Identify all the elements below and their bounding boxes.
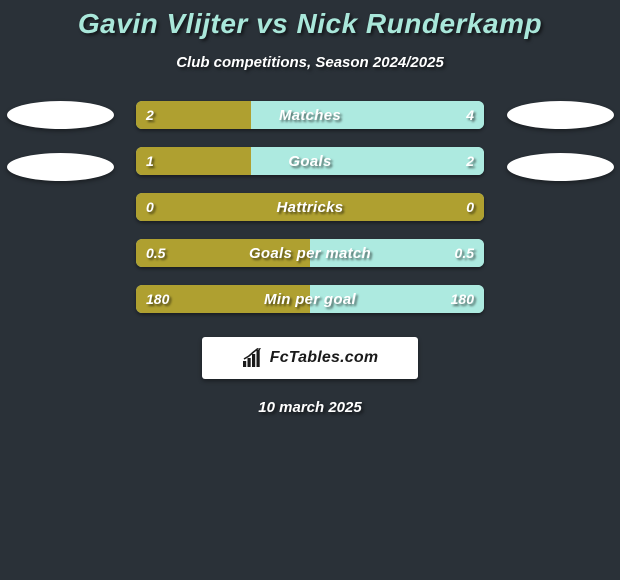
stat-row: 12Goals [136, 147, 484, 175]
avatar [7, 153, 114, 181]
stat-label: Min per goal [136, 285, 484, 313]
stat-bars: 24Matches 12Goals 00Hattricks 0.50.5Goals p… [136, 101, 484, 313]
avatar [507, 101, 614, 129]
page-title: Gavin Vlijter vs Nick Runderkamp [0, 0, 620, 40]
stat-row: 24Matches [136, 101, 484, 129]
stat-row: 00Hattricks [136, 193, 484, 221]
stat-row: 0.50.5Goals per match [136, 239, 484, 267]
avatar-column-left [0, 101, 120, 181]
brand-badge: FcTables.com [202, 337, 418, 379]
stat-label: Goals [136, 147, 484, 175]
stat-label: Matches [136, 101, 484, 129]
brand-text: FcTables.com [270, 349, 379, 367]
avatar-column-right [500, 101, 620, 181]
subtitle: Club competitions, Season 2024/2025 [0, 54, 620, 71]
date-text: 10 march 2025 [0, 399, 620, 416]
stats-area: 24Matches 12Goals 00Hattricks 0.50.5Goals p… [0, 101, 620, 313]
stat-label: Hattricks [136, 193, 484, 221]
stat-row: 180180Min per goal [136, 285, 484, 313]
chart-icon [242, 348, 266, 368]
avatar [507, 153, 614, 181]
stat-label: Goals per match [136, 239, 484, 267]
avatar [7, 101, 114, 129]
